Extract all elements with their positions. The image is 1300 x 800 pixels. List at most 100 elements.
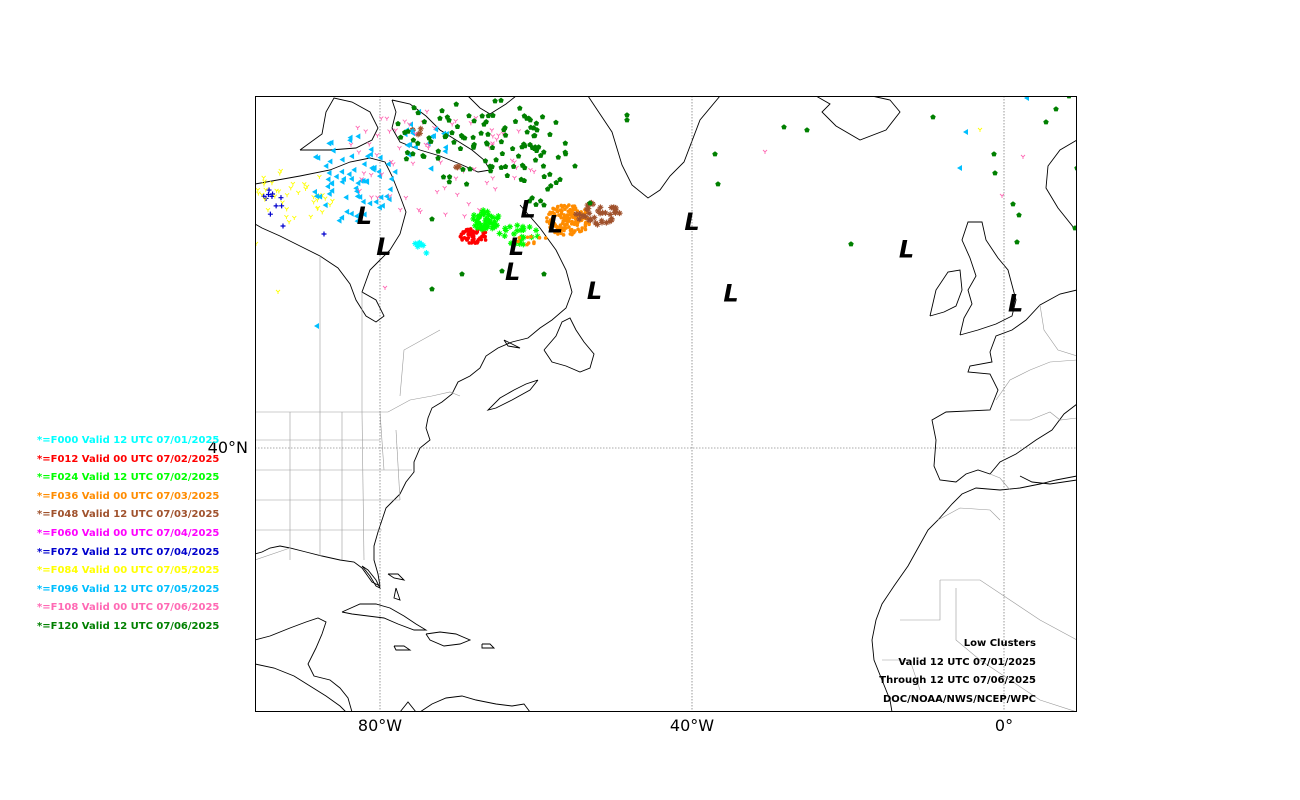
cluster-point (325, 176, 331, 183)
cluster-point (355, 180, 361, 187)
cluster-point (312, 153, 318, 160)
legend-item-f024: *=F024 Valid 12 UTC 07/02/2025 (37, 472, 220, 484)
cluster-point (402, 129, 408, 135)
cluster-point (429, 133, 435, 140)
cluster-point (288, 186, 294, 191)
cluster-point (397, 145, 402, 151)
cluster-point (573, 207, 577, 212)
cluster-point (576, 211, 583, 218)
legend-item-f084: *=F084 Valid 00 UTC 07/05/2025 (37, 565, 220, 577)
cluster-point (507, 240, 514, 247)
cluster-point (545, 219, 549, 224)
lon-tick-label: 0° (994, 716, 1014, 735)
cluster-point (266, 187, 272, 193)
coastline-segment (425, 631, 472, 647)
cluster-point (355, 133, 361, 140)
cluster-point (502, 225, 509, 232)
cluster-point (428, 138, 434, 144)
cluster-point (533, 227, 540, 234)
cluster-point (385, 161, 391, 168)
border-segment (1010, 411, 1077, 421)
border-segment (937, 507, 1001, 521)
cluster-point (339, 156, 345, 163)
cluster-point (532, 157, 539, 163)
cluster-point (471, 166, 477, 172)
cluster-point (428, 165, 434, 172)
cluster-point (366, 142, 372, 147)
cluster-point (512, 240, 519, 247)
cluster-point (361, 211, 367, 218)
coastline-segment (341, 603, 428, 631)
cluster-point (518, 233, 525, 240)
cluster-point (311, 200, 316, 205)
cluster-point (376, 168, 382, 175)
cluster-point (344, 208, 350, 215)
cluster-point (537, 236, 542, 240)
cluster-point (587, 200, 593, 206)
cluster-point (367, 151, 373, 158)
cluster-point (524, 129, 530, 135)
cluster-point (395, 120, 401, 127)
cluster-point (489, 225, 496, 232)
cluster-point (286, 219, 292, 225)
border-segment (399, 329, 441, 397)
coastline-segment (481, 643, 496, 649)
cluster-point (376, 204, 382, 211)
cluster-point (484, 208, 491, 215)
cluster-point (426, 145, 431, 151)
cluster-point (449, 129, 455, 136)
cluster-point (403, 156, 410, 162)
cluster-point (547, 171, 553, 177)
agency-credit: DOC/NOAA/NWS/NCEP/WPC (883, 693, 1036, 705)
cluster-point (479, 226, 486, 233)
forecast-legend: *=F000 Valid 12 UTC 07/01/2025 *=F012 Va… (37, 434, 219, 639)
cluster-point (501, 126, 507, 133)
cluster-point (565, 222, 569, 226)
cluster-point (361, 161, 367, 168)
cluster-point (387, 129, 392, 134)
cluster-point (429, 286, 435, 292)
cluster-point (423, 249, 430, 256)
cluster-point (346, 171, 352, 178)
cluster-point (493, 222, 500, 229)
coastline-segment (503, 339, 521, 349)
through-time: Through 12 UTC 07/06/2025 (879, 675, 1036, 686)
cluster-point (478, 130, 484, 136)
cluster-point (284, 192, 290, 198)
cluster-point (471, 240, 476, 244)
cluster-point (453, 176, 459, 181)
cluster-point (598, 219, 605, 226)
cluster-point (416, 130, 423, 137)
cluster-point (369, 195, 374, 200)
graticule (255, 96, 1077, 712)
cluster-point (261, 182, 267, 187)
cluster-point (458, 132, 465, 138)
coastline-segment (255, 204, 573, 587)
cluster-point (460, 236, 464, 240)
legend-item-f000: *=F000 Valid 12 UTC 07/01/2025 (37, 435, 220, 446)
cluster-point (466, 201, 472, 207)
cluster-point (457, 145, 464, 151)
cluster-point (330, 147, 336, 154)
cluster-point (494, 215, 501, 222)
cluster-point (317, 193, 323, 200)
cluster-point (591, 214, 598, 221)
cluster-point (359, 177, 364, 182)
coastline-segment (255, 157, 407, 323)
coastline-segment (1019, 475, 1077, 485)
cluster-point (313, 193, 319, 200)
cluster-point (483, 140, 490, 146)
cluster-point (398, 134, 404, 140)
cluster-point (977, 127, 983, 132)
cluster-point (433, 126, 439, 133)
cluster-point (278, 195, 284, 201)
cluster-point (502, 132, 509, 138)
low-center-marker: L (1008, 289, 1023, 317)
cluster-point (499, 268, 505, 274)
cluster-point (295, 190, 301, 195)
cluster-point (583, 227, 588, 232)
cluster-point (378, 194, 384, 201)
cluster-point (467, 166, 473, 172)
cluster-point (516, 239, 520, 244)
